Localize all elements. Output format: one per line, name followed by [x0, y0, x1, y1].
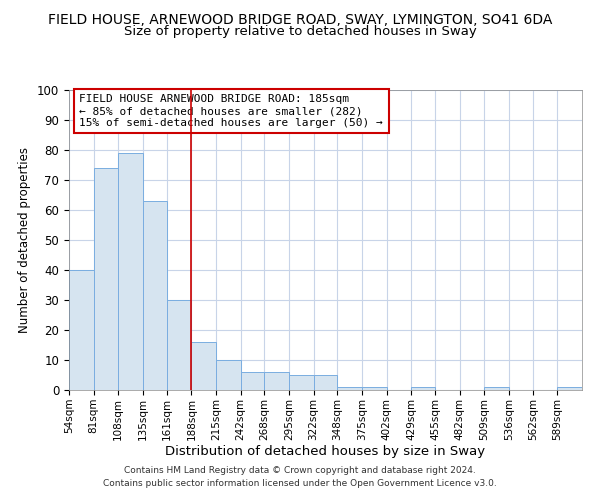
Bar	[143, 201, 167, 390]
Text: Contains HM Land Registry data © Crown copyright and database right 2024.
Contai: Contains HM Land Registry data © Crown c…	[103, 466, 497, 487]
Bar	[412, 387, 435, 390]
Bar	[362, 387, 386, 390]
Bar	[167, 300, 191, 390]
Bar	[241, 372, 265, 390]
Bar	[94, 168, 118, 390]
Bar	[191, 342, 216, 390]
Text: FIELD HOUSE, ARNEWOOD BRIDGE ROAD, SWAY, LYMINGTON, SO41 6DA: FIELD HOUSE, ARNEWOOD BRIDGE ROAD, SWAY,…	[48, 12, 552, 26]
Text: FIELD HOUSE ARNEWOOD BRIDGE ROAD: 185sqm
← 85% of detached houses are smaller (2: FIELD HOUSE ARNEWOOD BRIDGE ROAD: 185sqm…	[79, 94, 383, 128]
Bar	[69, 270, 94, 390]
Bar	[557, 387, 582, 390]
Y-axis label: Number of detached properties: Number of detached properties	[19, 147, 31, 333]
Bar	[118, 153, 143, 390]
Bar	[314, 375, 337, 390]
Bar	[216, 360, 241, 390]
X-axis label: Distribution of detached houses by size in Sway: Distribution of detached houses by size …	[166, 446, 485, 458]
Bar	[337, 387, 362, 390]
Text: Size of property relative to detached houses in Sway: Size of property relative to detached ho…	[124, 25, 476, 38]
Bar	[265, 372, 289, 390]
Bar	[484, 387, 509, 390]
Bar	[289, 375, 314, 390]
